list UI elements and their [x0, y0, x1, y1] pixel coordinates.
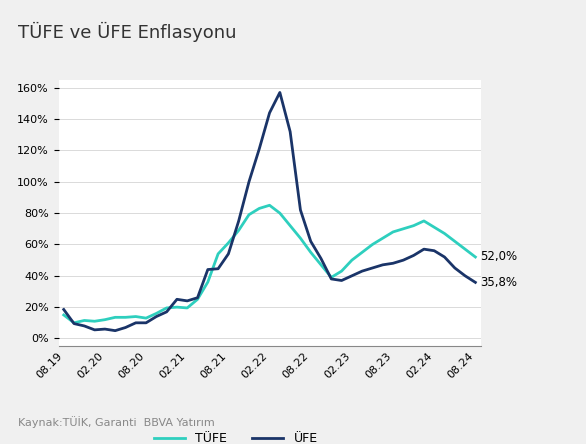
ÜFE [400, 258, 407, 263]
ÜFE [225, 251, 232, 257]
TÜFE [70, 320, 77, 325]
ÜFE [348, 273, 355, 278]
ÜFE [338, 278, 345, 283]
TÜFE [184, 305, 191, 311]
ÜFE [214, 266, 222, 271]
TÜFE [101, 317, 108, 322]
ÜFE [307, 239, 314, 244]
TÜFE [214, 251, 222, 257]
Text: TÜFE ve ÜFE Enflasyonu: TÜFE ve ÜFE Enflasyonu [18, 22, 236, 42]
TÜFE [246, 212, 253, 218]
TÜFE [400, 226, 407, 231]
ÜFE [410, 253, 417, 258]
TÜFE [255, 206, 263, 211]
TÜFE [142, 315, 149, 321]
ÜFE [173, 297, 180, 302]
ÜFE [297, 207, 304, 213]
TÜFE [462, 246, 469, 252]
ÜFE [142, 320, 149, 325]
ÜFE [328, 276, 335, 281]
ÜFE [163, 309, 170, 314]
TÜFE [225, 240, 232, 246]
TÜFE [132, 314, 139, 319]
TÜFE [205, 279, 212, 285]
ÜFE [70, 321, 77, 326]
TÜFE [235, 228, 242, 233]
TÜFE [277, 210, 284, 216]
ÜFE [60, 307, 67, 312]
TÜFE [318, 262, 325, 267]
TÜFE [328, 275, 335, 280]
ÜFE [153, 314, 160, 319]
ÜFE [194, 295, 201, 301]
ÜFE [431, 248, 438, 254]
ÜFE [266, 110, 273, 115]
TÜFE [420, 218, 427, 224]
ÜFE [379, 262, 386, 267]
ÜFE [462, 273, 469, 278]
Text: 52,0%: 52,0% [481, 250, 517, 263]
TÜFE [307, 250, 314, 255]
Text: Kaynak:TÜİK, Garanti  BBVA Yatırım: Kaynak:TÜİK, Garanti BBVA Yatırım [18, 416, 214, 428]
TÜFE [266, 202, 273, 208]
ÜFE [472, 280, 479, 285]
ÜFE [81, 323, 88, 329]
TÜFE [338, 269, 345, 274]
ÜFE [369, 266, 376, 271]
TÜFE [431, 225, 438, 230]
TÜFE [112, 315, 119, 320]
TÜFE [451, 239, 458, 244]
TÜFE [297, 235, 304, 241]
TÜFE [122, 315, 129, 320]
Legend: TÜFE, ÜFE: TÜFE, ÜFE [149, 427, 322, 444]
ÜFE [451, 266, 458, 271]
TÜFE [81, 318, 88, 323]
Line: TÜFE: TÜFE [64, 205, 475, 323]
ÜFE [359, 269, 366, 274]
ÜFE [112, 328, 119, 333]
TÜFE [163, 305, 170, 311]
ÜFE [132, 320, 139, 325]
TÜFE [287, 223, 294, 228]
TÜFE [348, 258, 355, 263]
ÜFE [318, 256, 325, 261]
TÜFE [379, 235, 386, 241]
ÜFE [101, 326, 108, 332]
TÜFE [194, 297, 201, 302]
Text: 35,8%: 35,8% [481, 276, 517, 289]
ÜFE [390, 261, 397, 266]
ÜFE [287, 129, 294, 134]
ÜFE [246, 179, 253, 184]
TÜFE [153, 311, 160, 316]
ÜFE [420, 246, 427, 252]
ÜFE [277, 90, 284, 95]
ÜFE [441, 254, 448, 260]
TÜFE [91, 319, 98, 324]
TÜFE [359, 250, 366, 255]
TÜFE [441, 231, 448, 236]
ÜFE [91, 327, 98, 333]
TÜFE [173, 305, 180, 310]
ÜFE [205, 267, 212, 272]
TÜFE [60, 312, 67, 317]
ÜFE [235, 218, 242, 224]
TÜFE [390, 229, 397, 234]
TÜFE [472, 254, 479, 260]
ÜFE [184, 298, 191, 304]
ÜFE [122, 325, 129, 330]
TÜFE [369, 242, 376, 247]
ÜFE [255, 146, 263, 151]
Line: ÜFE: ÜFE [64, 92, 475, 331]
TÜFE [410, 223, 417, 228]
